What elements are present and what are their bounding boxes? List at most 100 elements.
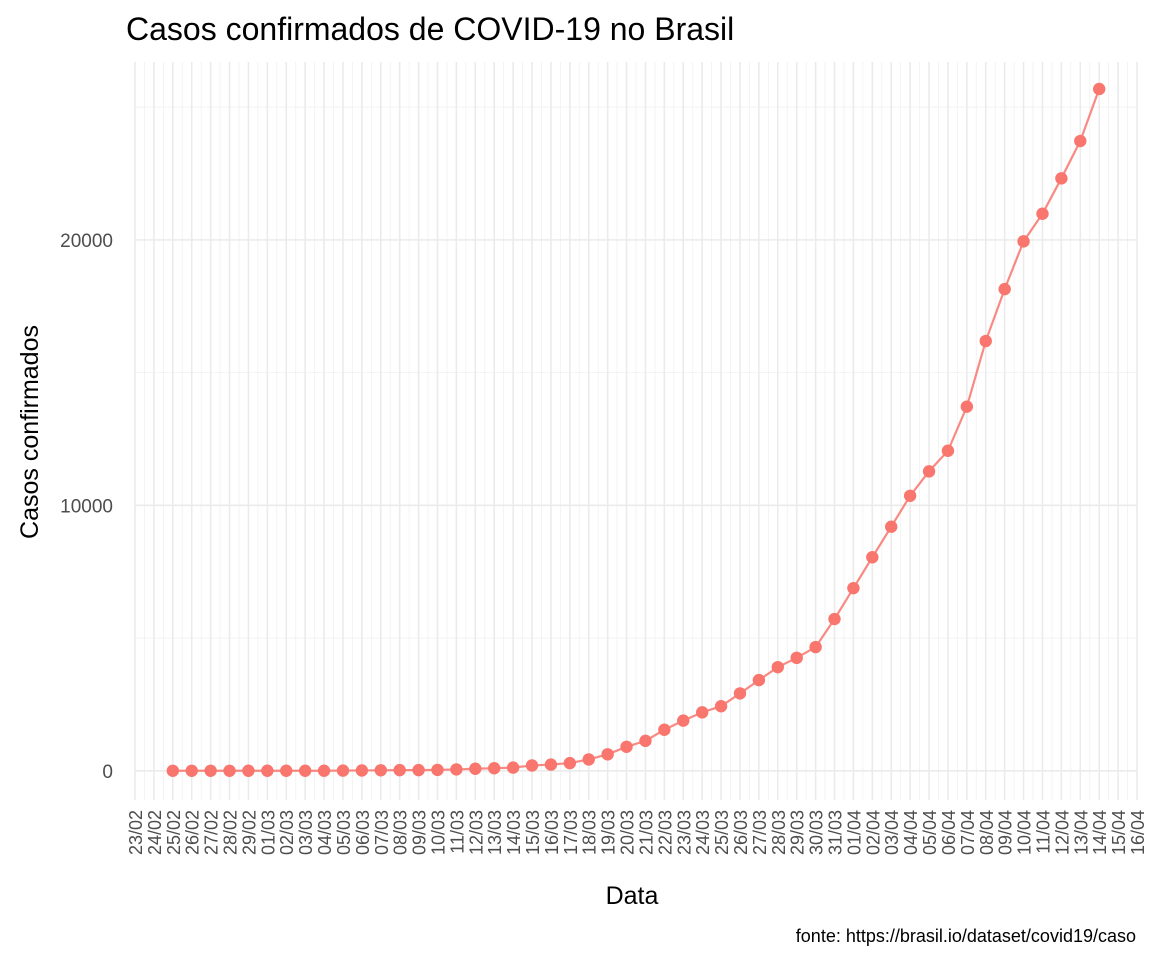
x-tick-label: 22/03 xyxy=(655,810,675,855)
x-tick-label: 05/03 xyxy=(334,810,354,855)
data-point xyxy=(1074,134,1087,148)
data-point xyxy=(960,400,974,413)
data-point xyxy=(714,700,728,713)
x-tick-label: 10/04 xyxy=(1015,810,1035,855)
x-tick-label: 16/03 xyxy=(542,810,562,855)
data-point xyxy=(336,764,350,777)
x-tick-label: 26/03 xyxy=(731,810,751,855)
data-point xyxy=(771,660,784,674)
data-point xyxy=(1017,235,1030,248)
x-tick-label: 30/03 xyxy=(807,810,827,855)
x-tick-label: 26/02 xyxy=(183,810,203,855)
data-point xyxy=(979,334,992,348)
x-tick-label: 02/03 xyxy=(277,810,297,855)
x-tick-label: 06/03 xyxy=(353,810,373,855)
chart-title: Casos confirmados de COVID-19 no Brasil xyxy=(126,11,734,47)
data-point xyxy=(903,489,917,502)
x-tick-label: 08/03 xyxy=(391,810,411,855)
data-point xyxy=(563,756,577,770)
data-point xyxy=(525,759,539,772)
data-point xyxy=(866,551,879,564)
x-tick-label: 25/03 xyxy=(712,810,732,855)
data-point xyxy=(847,581,860,595)
data-point xyxy=(261,764,274,777)
data-point xyxy=(280,764,293,777)
x-tick-label: 13/03 xyxy=(485,810,505,855)
x-tick-label: 03/04 xyxy=(882,810,902,855)
source-caption: fonte: https://brasil.io/dataset/covid19… xyxy=(796,926,1136,946)
data-point xyxy=(885,520,898,533)
x-tick-label: 18/03 xyxy=(580,810,600,855)
x-tick-label: 09/04 xyxy=(996,810,1016,855)
x-tick-label: 10/03 xyxy=(428,810,448,855)
x-tick-label: 01/04 xyxy=(844,810,864,855)
data-point xyxy=(620,740,633,754)
data-point xyxy=(185,764,198,777)
x-tick-label: 08/04 xyxy=(977,810,997,855)
x-tick-label: 11/03 xyxy=(447,810,467,854)
x-tick-label: 05/04 xyxy=(920,810,940,855)
x-tick-label: 27/03 xyxy=(750,810,770,855)
x-tick-label: 07/04 xyxy=(958,810,978,855)
x-tick-label: 24/03 xyxy=(693,810,713,855)
data-point xyxy=(677,714,690,727)
data-point xyxy=(488,761,501,775)
data-point xyxy=(166,764,180,777)
data-point xyxy=(355,764,369,777)
x-tick-label: 24/02 xyxy=(145,810,165,855)
minor-grid xyxy=(135,62,1137,800)
x-tick-label: 14/04 xyxy=(1090,810,1110,855)
data-point xyxy=(695,706,709,719)
data-point xyxy=(242,764,255,777)
data-point xyxy=(544,758,558,771)
x-tick-label: 27/02 xyxy=(202,810,222,855)
x-tick-label: 19/03 xyxy=(599,810,619,855)
data-point xyxy=(412,763,425,777)
x-tick-label: 16/04 xyxy=(1128,810,1148,855)
major-grid xyxy=(134,62,1138,800)
x-tick-label: 12/04 xyxy=(1052,810,1072,855)
x-tick-label: 29/03 xyxy=(788,810,808,855)
data-point xyxy=(733,687,747,700)
x-tick-label: 15/04 xyxy=(1109,810,1129,855)
data-point xyxy=(639,734,652,748)
x-tick-label: 23/02 xyxy=(126,810,146,855)
data-point xyxy=(1092,82,1106,96)
series-layer xyxy=(166,82,1106,777)
y-axis-title: Casos confirmados xyxy=(16,325,44,539)
data-point xyxy=(393,763,406,777)
data-point xyxy=(374,764,387,777)
x-tick-label: 03/03 xyxy=(296,810,316,855)
x-axis-title: Data xyxy=(606,882,659,910)
data-point xyxy=(1055,172,1068,185)
y-tick-label: 0 xyxy=(102,762,113,783)
data-point xyxy=(922,465,936,478)
x-tick-label: 12/03 xyxy=(466,810,486,855)
data-point xyxy=(317,764,331,777)
data-point xyxy=(204,764,217,777)
data-point xyxy=(828,612,841,626)
y-tick-label: 10000 xyxy=(60,496,113,517)
y-tick-label: 20000 xyxy=(60,231,113,252)
data-point xyxy=(809,640,822,654)
x-tick-label: 01/03 xyxy=(258,810,278,855)
x-tick-label: 07/03 xyxy=(372,810,392,855)
x-tick-labels: 23/0224/0225/0226/0227/0228/0229/0201/03… xyxy=(126,810,1148,855)
x-tick-label: 23/03 xyxy=(674,810,694,855)
x-tick-label: 04/03 xyxy=(315,810,335,855)
x-tick-label: 28/02 xyxy=(221,810,241,855)
y-tick-labels: 0 10000 20000 xyxy=(60,231,113,783)
x-tick-label: 13/04 xyxy=(1071,810,1091,855)
x-tick-label: 04/04 xyxy=(901,810,921,855)
data-point xyxy=(998,282,1011,296)
x-tick-label: 06/04 xyxy=(939,810,959,855)
data-point xyxy=(431,763,444,777)
x-tick-label: 31/03 xyxy=(826,810,846,855)
data-point xyxy=(752,673,766,687)
x-tick-label: 20/03 xyxy=(618,810,638,855)
x-tick-label: 28/03 xyxy=(769,810,789,855)
x-tick-label: 14/03 xyxy=(504,810,524,855)
data-point xyxy=(582,753,595,766)
data-point xyxy=(223,764,236,777)
